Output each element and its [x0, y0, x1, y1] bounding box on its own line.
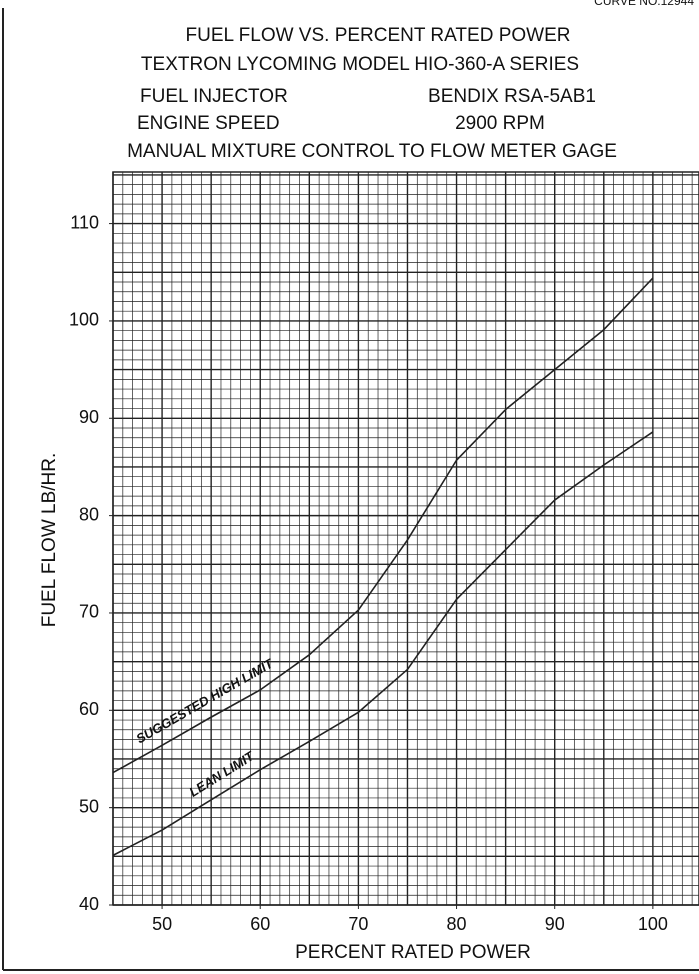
x-tick-label: 90 — [545, 914, 565, 934]
series-line — [112, 277, 654, 774]
series-line — [112, 431, 654, 857]
spec-value: BENDIX RSA-5AB1 — [428, 86, 596, 107]
y-tick-label: 50 — [79, 796, 99, 816]
x-tick-label: 70 — [348, 914, 368, 934]
y-tick-label: 60 — [79, 699, 99, 719]
x-tick-label: 60 — [250, 914, 270, 934]
x-tick-label: 100 — [638, 914, 668, 934]
x-tick-label: 80 — [447, 914, 467, 934]
y-axis-label: FUEL FLOW LB/HR. — [39, 453, 60, 628]
spec-label: FUEL INJECTOR — [140, 86, 288, 107]
y-tick-label: 100 — [69, 310, 99, 330]
x-axis-label: PERCENT RATED POWER — [295, 942, 531, 963]
y-tick-label: 110 — [70, 212, 99, 232]
spec-label: ENGINE SPEED — [137, 113, 280, 134]
corner-note: CURVE NO.12944 — [594, 0, 694, 8]
y-tick-label: 90 — [79, 407, 99, 427]
chart-note: MANUAL MIXTURE CONTROL TO FLOW METER GAG… — [127, 141, 617, 162]
curve-label: LEAN LIMIT — [187, 748, 258, 800]
chart-title: FUEL FLOW VS. PERCENT RATED POWER — [186, 25, 571, 46]
y-tick-label: 40 — [79, 894, 99, 914]
x-tick-label: 50 — [152, 914, 172, 934]
chart-subtitle: TEXTRON LYCOMING MODEL HIO-360-A SERIES — [141, 54, 579, 75]
y-tick-label: 70 — [79, 602, 99, 622]
y-tick-label: 80 — [79, 504, 99, 524]
plot-frame — [112, 171, 699, 906]
spec-value: 2900 RPM — [455, 113, 545, 134]
